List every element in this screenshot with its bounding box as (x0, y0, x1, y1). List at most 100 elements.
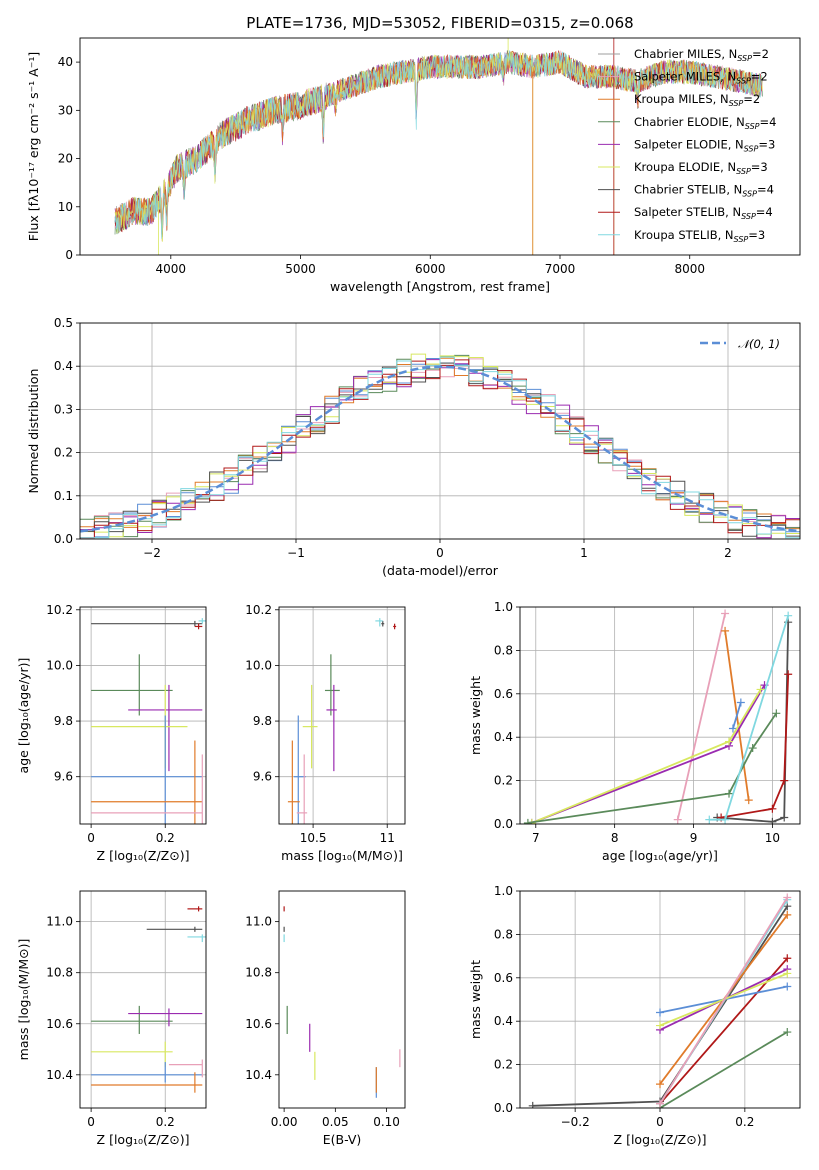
legend-model-name: Salpeter MILES (634, 70, 720, 84)
y-tick-label: 0.5 (54, 316, 73, 330)
data-point-0 (381, 620, 385, 627)
axes: −2 −1 0 1 2 0.0 0.1 0.2 0.3 0.4 0.5 (data-model)/er… (26, 316, 732, 578)
y-tick-label: 10.0 (46, 658, 73, 672)
axes-frame (519, 890, 801, 1109)
legend-entry-4: Salpeter ELODIE, NSSP=3 (634, 137, 775, 153)
y-tick-label: 10.2 (245, 603, 272, 617)
weight-marker (783, 893, 792, 902)
legend-n-label: , N (726, 183, 742, 197)
x-tick-label: 8000 (674, 262, 705, 276)
legend-subscript: SSP (745, 122, 760, 131)
axes: −0.2 0 0.2 0.0 0.2 0.4 0.6 0.8 1.0 Z [log₁₀(Z/Z⊙)… (468, 884, 754, 1147)
x-axis-label: mass [log₁₀(M/M⊙)] (281, 848, 403, 863)
legend-nssp-value: =3 (748, 228, 765, 242)
axes: 7 8 9 10 0.0 0.2 0.4 0.6 0.8 1.0 age [log₁₀(age/yr… (468, 600, 780, 863)
data-point-3 (91, 1005, 173, 1034)
data-point-5 (91, 1041, 173, 1068)
weight-series-0 (676, 613, 726, 820)
legend-n-label: , N (729, 115, 745, 129)
normal-reference-curve (80, 365, 800, 533)
legend-model-name: Kroupa MILES (634, 92, 713, 106)
weight-marker (736, 698, 745, 707)
mass-vs-ebv-panel: 0.00 0.05 0.10 10.4 10.6 10.8 11.0 E(B-V) (245, 890, 406, 1147)
y-tick-label: 10.8 (245, 966, 272, 980)
weight-marker (705, 815, 714, 824)
data-point-6 (91, 1062, 203, 1083)
weight-marker (756, 685, 765, 694)
data-point-3 (324, 654, 340, 716)
x-tick-label: 10.5 (300, 831, 327, 845)
legend-entry-8: Kroupa STELIB, NSSP=3 (634, 228, 765, 244)
weight-series-2 (732, 702, 742, 729)
legend-entry-3: Chabrier ELODIE, NSSP=4 (634, 115, 776, 131)
y-tick-label: 0.4 (494, 1014, 513, 1028)
x-axis-label: Z [log₁₀(Z/Z⊙)] (614, 1132, 707, 1147)
legend-subscript: SSP (729, 99, 744, 108)
axes-frame (519, 606, 801, 825)
plot-area (279, 607, 405, 824)
weight-marker (744, 796, 753, 805)
weight-marker (721, 626, 730, 635)
x-tick-label: 7000 (545, 262, 576, 276)
residual-histogram-8 (80, 356, 800, 539)
legend-n-label: , N (725, 205, 741, 219)
axes-frame (79, 606, 207, 825)
data-point-4 (128, 1008, 203, 1027)
axes: 0 0.2 9.6 9.8 10.0 10.2 Z [log₁₀(Z/Z⊙)] age [lo… (16, 603, 189, 863)
y-tick-label: 0.0 (494, 817, 513, 831)
x-tick-label: 11 (380, 831, 395, 845)
legend-entry-1: Salpeter MILES, NSSP=2 (634, 70, 768, 86)
legend-subscript: SSP (744, 144, 759, 153)
y-tick-label: 20 (58, 152, 73, 166)
weight-series-8 (709, 615, 790, 821)
plot-area (520, 607, 800, 824)
plot-area (80, 607, 206, 824)
legend-model-name: Chabrier MILES (634, 47, 721, 61)
data-point-4 (326, 684, 337, 772)
axes-frame (79, 890, 207, 1109)
weight-marker (783, 982, 792, 991)
weight-marker (728, 724, 737, 733)
y-tick-label: 30 (58, 103, 73, 117)
weight-marker (523, 818, 532, 824)
weight-series-7 (720, 674, 790, 819)
data-point-2 (375, 618, 383, 627)
data-point-2 (187, 934, 206, 943)
weight-marker (528, 1101, 537, 1108)
weight-marker (748, 744, 757, 753)
y-tick-label: 0.8 (494, 927, 513, 941)
weight-marker (783, 954, 792, 963)
y-tick-label: 0.0 (494, 1101, 513, 1115)
weight-marker (784, 611, 793, 620)
legend-subscript: SSP (736, 167, 751, 176)
data-point-1 (187, 906, 203, 912)
legend-entry-5: Kroupa ELODIE, NSSP=3 (634, 160, 768, 176)
weight-marker (656, 1099, 664, 1108)
legend-entry-6: Chabrier STELIB, NSSP=4 (634, 183, 774, 199)
plot-area (283, 906, 401, 1098)
axes-frame (278, 606, 406, 825)
weight-marker (780, 776, 789, 785)
spectrum-line-8 (114, 50, 763, 239)
y-tick-label: 40 (58, 55, 73, 69)
data-point-2 (198, 618, 206, 624)
data-point-5 (302, 684, 318, 769)
age-vs-metallicity-panel: 0 0.2 9.6 9.8 10.0 10.2 Z [log₁₀(Z/Z⊙)] age [lo… (16, 603, 207, 863)
x-tick-label: 0.2 (735, 1115, 754, 1129)
data-point-1 (194, 623, 203, 630)
legend-entry-7: Salpeter STELIB, NSSP=4 (634, 205, 773, 221)
legend-n-label: , N (720, 160, 736, 174)
y-tick-label: 10.6 (245, 1017, 272, 1031)
weight-marker (725, 737, 734, 746)
y-tick-label: 11.0 (245, 915, 272, 929)
weight-marker (673, 815, 682, 824)
y-axis-label: mass weight (468, 676, 483, 755)
weight-marker (780, 813, 789, 822)
figure-title: PLATE=1736, MJD=53052, FIBERID=0315, z=0… (246, 14, 633, 32)
weight-series-1 (659, 957, 788, 1105)
legend-n-label: , N (728, 137, 744, 151)
data-point-7 (287, 740, 300, 824)
legend-n-label: , N (721, 47, 737, 61)
legend-subscript: SSP (741, 212, 756, 221)
